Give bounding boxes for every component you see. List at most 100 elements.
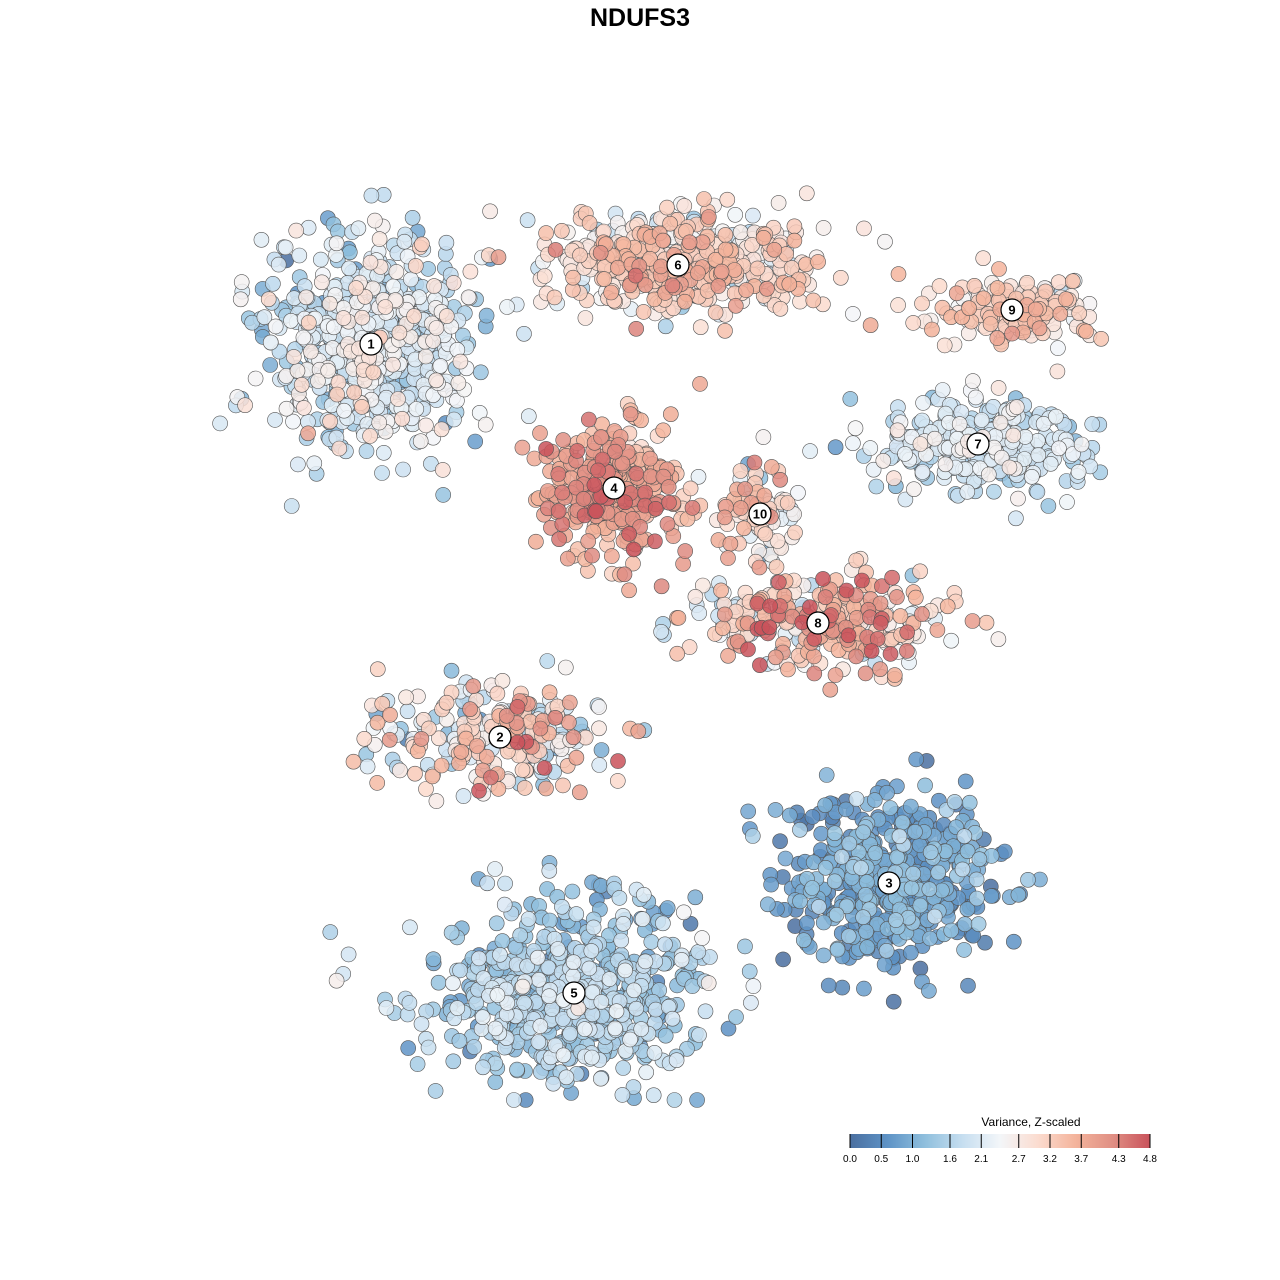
cell-point <box>642 450 658 467</box>
cell-point <box>826 825 843 842</box>
cell-point <box>664 1010 681 1027</box>
cell-point <box>320 362 337 379</box>
cell-point <box>992 414 1009 431</box>
cell-point <box>853 860 869 876</box>
cell-point <box>592 245 609 261</box>
cell-point <box>406 308 422 324</box>
cell-point <box>460 289 477 306</box>
cell-point <box>759 280 775 297</box>
cell-point <box>659 516 676 532</box>
cell-point <box>385 278 402 295</box>
cell-point <box>283 498 300 514</box>
cell-point <box>576 1021 593 1037</box>
cell-point <box>897 446 913 462</box>
cell-point <box>899 643 915 659</box>
cell-point <box>425 333 441 349</box>
cell-point <box>335 310 352 326</box>
cell-point <box>792 893 808 910</box>
cell-point <box>645 1087 662 1103</box>
cell-point <box>929 622 946 638</box>
cell-point <box>506 1092 522 1108</box>
cell-point <box>817 797 833 814</box>
cell-point <box>681 639 698 655</box>
cell-point <box>520 911 537 927</box>
cell-point <box>719 191 736 208</box>
cluster-label-4: 4 <box>602 476 626 500</box>
cell-point <box>1073 436 1090 453</box>
cell-point <box>951 416 968 432</box>
cell-point <box>593 742 610 758</box>
cell-point <box>402 919 418 936</box>
cell-point <box>398 689 414 706</box>
cell-point <box>946 794 963 810</box>
cell-point <box>930 864 947 881</box>
cell-point <box>815 914 832 931</box>
cell-point <box>394 410 410 427</box>
cell-point <box>628 320 645 337</box>
cell-point <box>414 236 430 253</box>
cell-point <box>293 376 310 393</box>
cell-point <box>302 343 319 360</box>
cell-point <box>967 389 984 406</box>
cell-point <box>657 1027 674 1044</box>
cell-point <box>630 723 647 740</box>
cluster-label-text: 5 <box>570 986 577 1001</box>
cell-point <box>528 533 544 550</box>
cell-point <box>593 994 610 1010</box>
cell-point <box>691 605 708 621</box>
cell-point <box>472 364 489 381</box>
cell-point <box>371 231 388 247</box>
legend-tick-label: 2.7 <box>1012 1154 1026 1165</box>
cell-point <box>889 849 905 866</box>
cluster-label-text: 7 <box>974 437 981 452</box>
cell-point <box>696 191 712 207</box>
cell-point <box>968 890 985 907</box>
cell-point <box>755 429 772 445</box>
cell-point <box>541 684 558 701</box>
cell-point <box>749 595 766 612</box>
cell-point <box>775 951 791 968</box>
cell-point <box>912 563 928 580</box>
cell-point <box>519 212 536 228</box>
cell-point <box>956 828 973 845</box>
cell-point <box>267 318 284 335</box>
cell-point <box>336 402 352 419</box>
cell-point <box>609 773 626 789</box>
cell-point <box>362 428 378 444</box>
cell-point <box>430 974 447 991</box>
cell-point <box>653 258 669 275</box>
cell-point <box>381 731 398 748</box>
cell-point <box>581 215 598 231</box>
cell-point <box>627 267 644 284</box>
cluster-label-text: 6 <box>674 258 681 273</box>
cell-point <box>717 322 733 339</box>
cell-point <box>872 661 888 678</box>
cluster-label-badge <box>748 502 772 526</box>
cell-point <box>465 678 482 695</box>
cluster-label-3: 3 <box>877 871 901 895</box>
cell-point <box>727 207 744 223</box>
cell-point <box>1027 301 1044 318</box>
cell-point <box>903 880 920 896</box>
cell-point <box>943 632 960 649</box>
cell-point <box>450 375 467 391</box>
cell-point <box>692 376 708 392</box>
cell-point <box>467 433 484 450</box>
cell-point <box>805 292 822 309</box>
cell-point <box>655 422 672 439</box>
cell-point <box>991 261 1007 277</box>
cell-point <box>833 849 850 865</box>
cell-point <box>829 941 846 958</box>
cell-point <box>675 556 691 572</box>
cell-point <box>874 578 890 595</box>
cell-point <box>977 934 993 951</box>
cell-point <box>232 291 249 308</box>
cell-point <box>584 547 600 564</box>
cell-point <box>1010 886 1027 903</box>
cell-point <box>857 665 874 682</box>
cell-point <box>615 915 632 932</box>
cell-point <box>516 994 533 1011</box>
cell-point <box>989 330 1006 346</box>
cell-point <box>462 263 479 280</box>
cell-point <box>832 269 849 286</box>
